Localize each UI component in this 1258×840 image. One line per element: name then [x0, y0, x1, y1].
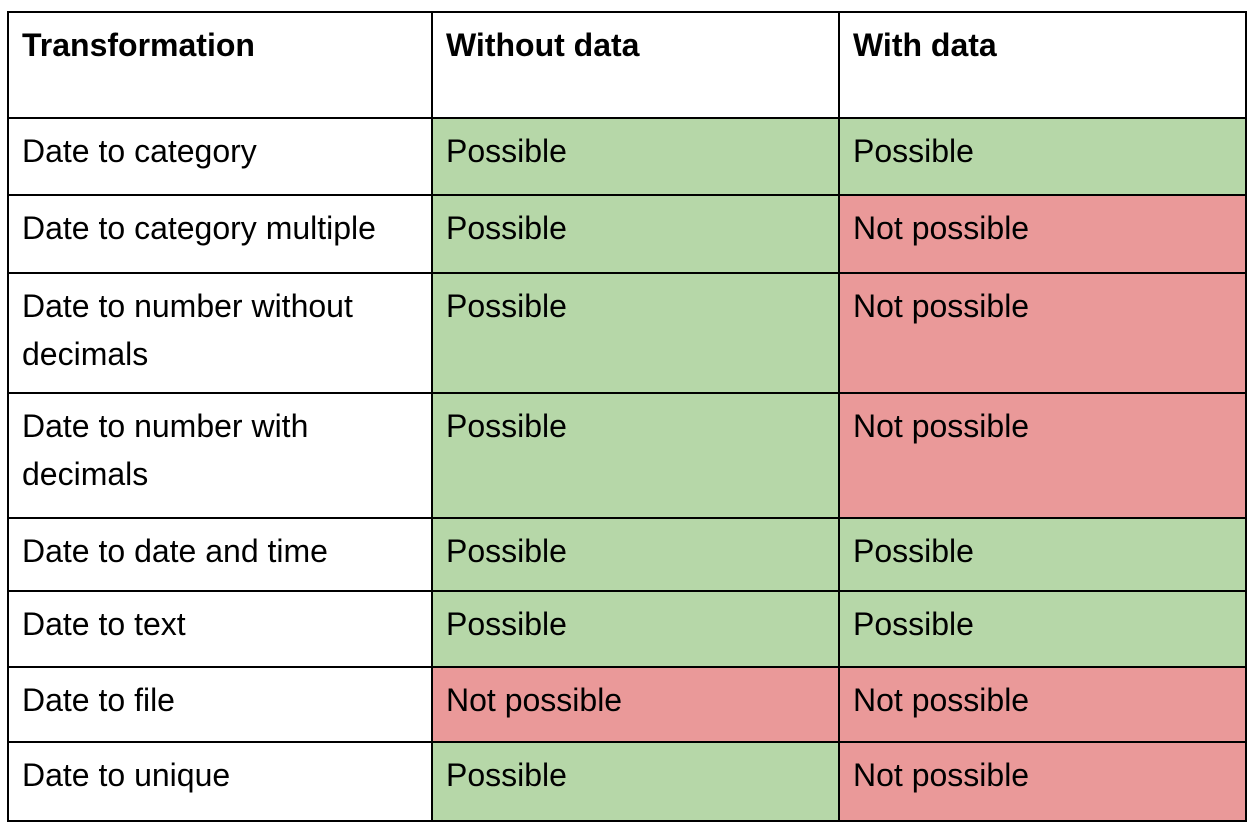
table-row: Date to file Not possible Not possible	[7, 666, 1247, 743]
table-row: Date to category multiple Possible Not p…	[7, 194, 1247, 274]
with-data-status-cell: Possible	[838, 117, 1247, 196]
table-row: Date to date and time Possible Possible	[7, 517, 1247, 592]
with-data-status-cell: Not possible	[838, 392, 1247, 519]
without-data-status-cell: Possible	[431, 392, 840, 519]
without-data-status-cell: Possible	[431, 590, 840, 668]
transformation-cell: Date to category	[7, 117, 433, 196]
with-data-status-cell: Possible	[838, 590, 1247, 668]
column-header-without-data: Without data	[431, 11, 840, 119]
table-row: Date to number without decimals Possible…	[7, 272, 1247, 394]
transformation-cell: Date to unique	[7, 741, 433, 822]
table-row: Date to unique Possible Not possible	[7, 741, 1247, 822]
without-data-status-cell: Possible	[431, 117, 840, 196]
transformation-cell: Date to file	[7, 666, 433, 743]
header-row: Transformation Without data With data	[7, 11, 1247, 119]
with-data-status-cell: Possible	[838, 517, 1247, 592]
without-data-status-cell: Not possible	[431, 666, 840, 743]
transformation-cell: Date to number with decimals	[7, 392, 433, 519]
without-data-status-cell: Possible	[431, 272, 840, 394]
with-data-status-cell: Not possible	[838, 194, 1247, 274]
date-transformations-table: Transformation Without data With data Da…	[7, 11, 1247, 822]
without-data-status-cell: Possible	[431, 194, 840, 274]
table-row: Date to category Possible Possible	[7, 117, 1247, 196]
without-data-status-cell: Possible	[431, 741, 840, 822]
table-row: Date to number with decimals Possible No…	[7, 392, 1247, 519]
transformation-cell: Date to text	[7, 590, 433, 668]
with-data-status-cell: Not possible	[838, 666, 1247, 743]
with-data-status-cell: Not possible	[838, 272, 1247, 394]
table-row: Date to text Possible Possible	[7, 590, 1247, 668]
with-data-status-cell: Not possible	[838, 741, 1247, 822]
transformation-cell: Date to number without decimals	[7, 272, 433, 394]
column-header-transformation: Transformation	[7, 11, 433, 119]
transformation-cell: Date to date and time	[7, 517, 433, 592]
without-data-status-cell: Possible	[431, 517, 840, 592]
column-header-with-data: With data	[838, 11, 1247, 119]
transformation-cell: Date to category multiple	[7, 194, 433, 274]
